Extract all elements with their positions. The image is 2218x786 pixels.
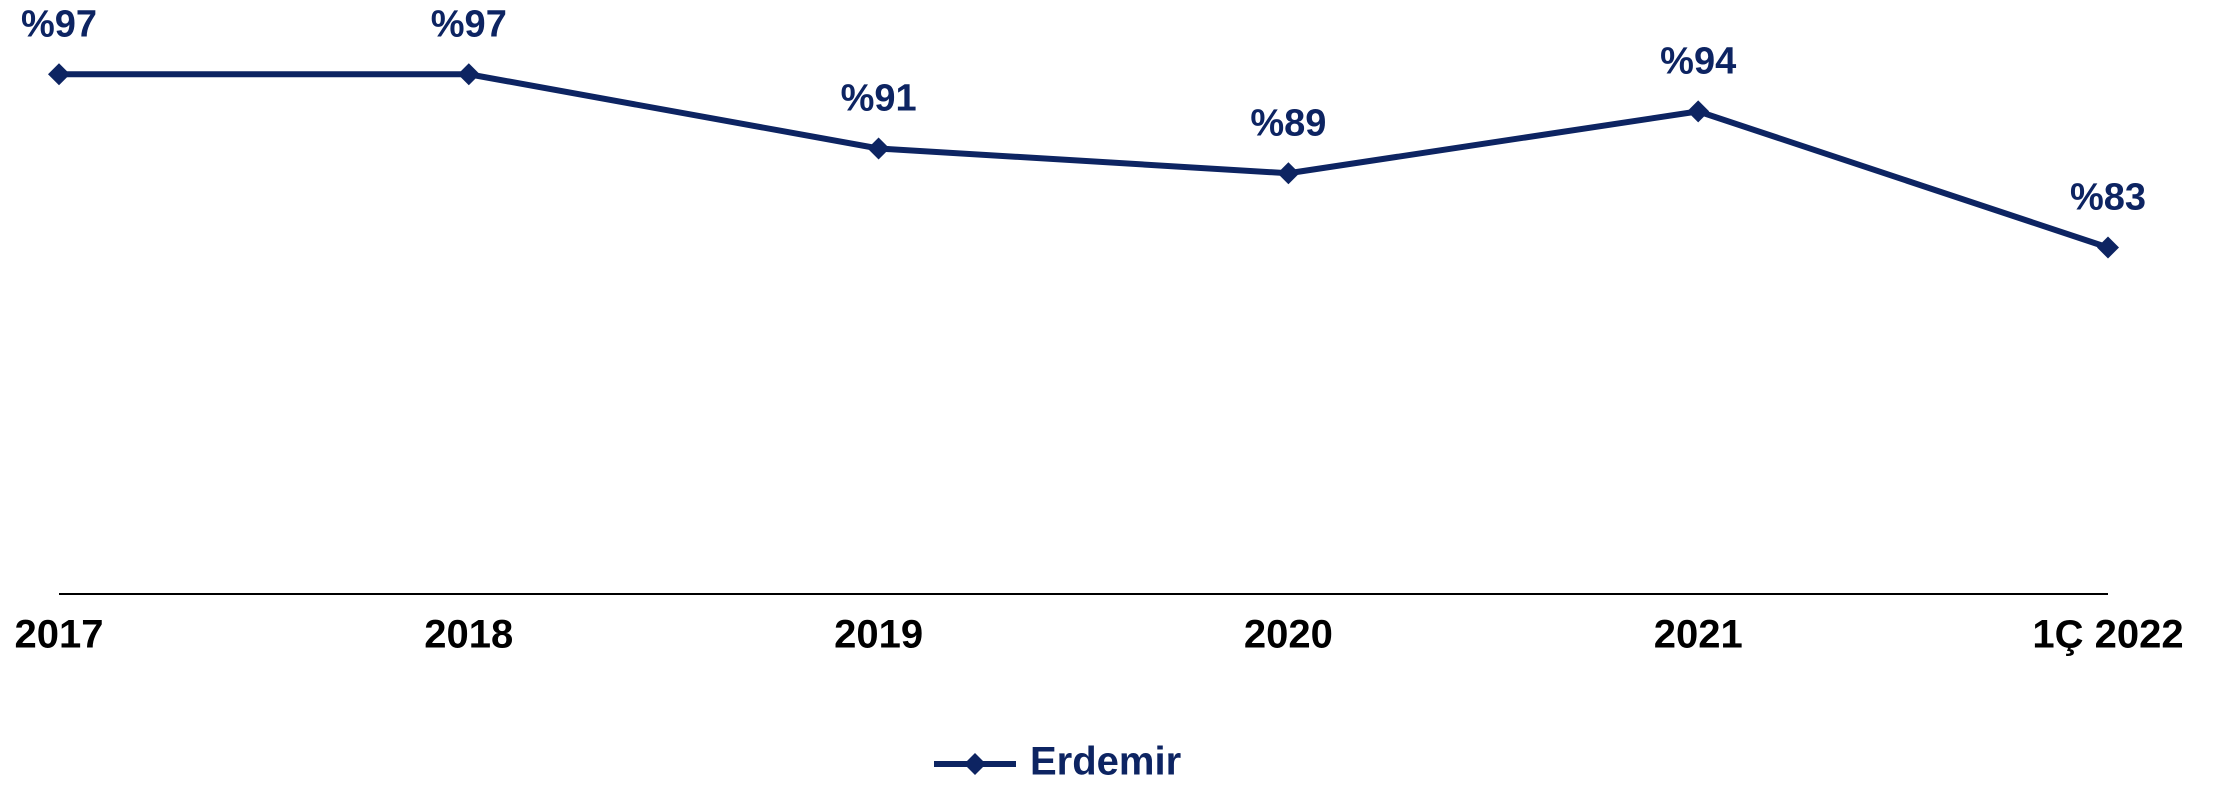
data-label: %94 bbox=[1660, 40, 1736, 82]
point-marker bbox=[1277, 162, 1300, 185]
legend-label: Erdemir bbox=[1030, 740, 1181, 784]
x-tick-label: 2020 bbox=[1244, 613, 1333, 657]
series-line bbox=[59, 71, 2109, 251]
x-tick-label: 2017 bbox=[15, 613, 104, 657]
data-label: %89 bbox=[1250, 102, 1326, 144]
x-tick-label: 2019 bbox=[834, 613, 923, 657]
x-tick-label: 2018 bbox=[424, 613, 513, 657]
x-tick-label: 1Ç 2022 bbox=[2032, 613, 2183, 657]
point-marker bbox=[48, 63, 70, 86]
data-label: %97 bbox=[431, 3, 507, 45]
point-marker bbox=[1687, 100, 1710, 123]
legend-marker bbox=[964, 753, 986, 775]
x-tick-label: 2021 bbox=[1654, 613, 1743, 657]
point-marker bbox=[867, 137, 890, 160]
point-marker bbox=[457, 63, 480, 86]
point-marker bbox=[2097, 236, 2119, 259]
data-label: %83 bbox=[2070, 177, 2146, 219]
data-label: %97 bbox=[21, 3, 97, 45]
data-label: %91 bbox=[841, 78, 917, 120]
